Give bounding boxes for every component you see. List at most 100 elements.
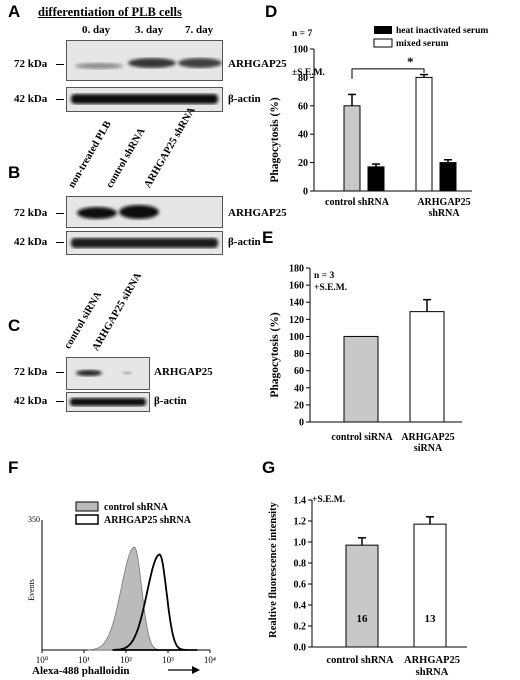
blot-b-actin-bands [71, 238, 218, 248]
legend-swatch-arhgap25 [75, 514, 99, 525]
chart-g-bar-label: 13 [425, 613, 437, 625]
chart-e-ytick-label: 120 [289, 315, 304, 326]
blot-a-lane-2: 3. day [135, 24, 164, 36]
chart-d-bar-mixed [415, 76, 433, 192]
chart-g-xlabel-2a: ARHGAP25 [404, 655, 460, 666]
blot-a-lane-3: 7. day [185, 24, 214, 36]
blot-a-protein-1: ARHGAP25 [228, 58, 287, 70]
chart-d-legend: heat inactivated serum mixed serum [373, 26, 488, 49]
blot-a-title: differentiation of PLB cells [38, 5, 182, 19]
panel-label-g: G [262, 458, 276, 477]
chart-f-xtick-label: 10⁴ [204, 655, 216, 665]
blot-b-actin-strip [66, 231, 223, 255]
blot-b-arhgap25-strip [66, 196, 223, 228]
chart-e-ytick-label: 80 [294, 349, 304, 360]
legend-label-arhgap25: ARHGAP25 shRNA [104, 515, 192, 526]
blot-b-protein-1: ARHGAP25 [228, 207, 287, 219]
blot-c-lane-2: ARHGAP25 siRNA [90, 270, 145, 353]
blot-a-mw-72-dash [56, 64, 64, 65]
chart-e-ytick-label: 60 [294, 366, 304, 377]
chart-f-xlabel: Alexa-488 phalloidin [32, 665, 130, 677]
chart-d-annotation: n = 7 ±S.E.M. [292, 29, 325, 78]
chart-e-xlabel-2b: siRNA [414, 443, 443, 454]
blot-c-arhgap25-strip [66, 357, 150, 390]
chart-f-ylabel: Events [27, 579, 36, 601]
chart-g-ytick-label: 0.0 [294, 643, 307, 654]
legend-label-mixed: mixed serum [396, 39, 449, 49]
blot-c-mw-72: 72 kDa [14, 366, 48, 378]
blot-c-protein-2: β-actin [154, 395, 187, 407]
blot-b-lane-3: ARHGAP25 shRNA [142, 105, 198, 190]
chart-e-ytick-label: 160 [289, 281, 304, 292]
blot-a-protein-2: β-actin [228, 93, 261, 105]
chart-d-ytick-label: 100 [293, 45, 308, 56]
chart-d-xlabel-2b: shRNA [428, 208, 460, 219]
panel-label-f: F [8, 458, 19, 477]
panel-label-a: A [8, 2, 21, 21]
chart-d: 0 20 40 60 80 100 n = 7 ±S.E.M. heat inactivat… [269, 26, 488, 219]
blot-a-arhgap25-strip [66, 40, 223, 81]
panel-label-c: C [8, 316, 21, 335]
blot-c-actin-bands [70, 398, 146, 406]
blot-b-mw-42-dash [56, 242, 64, 243]
panel-label-b: B [8, 163, 21, 182]
chart-g-ytick-label: 1.2 [294, 517, 307, 528]
chart-e-ylabel: Phagocytosis (%) [269, 312, 281, 397]
chart-g-ytick-label: 0.8 [294, 559, 307, 570]
chart-d-ytick-label: 80 [298, 73, 308, 84]
chart-f-xtick-label: 10¹ [78, 655, 90, 665]
chart-d-bar-heat [367, 166, 385, 192]
chart-d-ytick-label: 60 [298, 101, 308, 112]
chart-g-bar [345, 544, 379, 648]
chart-f-arrow-icon [192, 666, 200, 674]
blot-b-lane-2: control shRNA [104, 126, 148, 190]
blot-a-mw-42: 42 kDa [14, 93, 48, 105]
chart-f-xtick-label: 10⁰ [36, 655, 49, 665]
chart-d-bar-mixed [343, 105, 361, 192]
chart-g-ylabel: Realtive fluorescence intensity [268, 501, 279, 637]
chart-g-xlabel-1: control shRNA [326, 655, 394, 666]
blot-b-arhgap25-bands [77, 205, 159, 219]
legend-label-control: control shRNA [104, 502, 169, 513]
blot-a-lane-1: 0. day [82, 24, 111, 36]
blot-b-mw-42: 42 kDa [14, 236, 48, 248]
blot-a-arhgap25-bands [75, 58, 222, 69]
blot-b-protein-2: β-actin [228, 236, 261, 248]
chart-g-bar-label: 16 [357, 613, 369, 625]
chart-e-ytick-label: 0 [299, 418, 304, 429]
blot-c-actin-strip [66, 392, 150, 412]
legend-swatch-mixed [373, 38, 393, 48]
chart-d-ytick-label: 0 [303, 187, 308, 198]
blot-b-mw-72: 72 kDa [14, 207, 48, 219]
blot-c-mw-72-dash [56, 372, 64, 373]
chart-e-annotation: n = 3 +S.E.M. [314, 271, 347, 293]
blot-c-mw-42: 42 kDa [14, 395, 48, 407]
chart-e-ytick-label: 100 [289, 332, 304, 343]
chart-g-ytick-label: 0.2 [294, 622, 307, 633]
chart-f-curve-control [87, 546, 173, 651]
chart-g-ytick-label: 1.4 [294, 496, 307, 507]
chart-d-xlabel-2a: ARHGAP25 [417, 197, 470, 208]
legend-label-heat: heat inactivated serum [396, 26, 488, 36]
chart-e-ytick-label: 180 [289, 264, 304, 275]
chart-e-xlabel-1: control siRNA [331, 432, 393, 443]
chart-g-bar [413, 523, 447, 648]
chart-e-ytick-label: 20 [294, 400, 304, 411]
panel-label-e: E [262, 228, 274, 247]
chart-d-xlabel-1: control shRNA [325, 197, 390, 208]
panel-label-d: D [265, 2, 278, 21]
blot-a-mw-72: 72 kDa [14, 58, 48, 70]
blot-c-protein-1: ARHGAP25 [154, 366, 213, 378]
chart-f: 350 Events 10⁰ 10¹ 10² 10³ 10⁴ control shRNA… [27, 501, 216, 677]
chart-e-xlabel-2a: ARHGAP25 [401, 432, 454, 443]
chart-d-ylabel: Phagocytosis (%) [269, 97, 281, 182]
chart-f-ytop: 350 [28, 515, 40, 524]
chart-d-significance: * [407, 54, 414, 69]
blot-c-arhgap25-bands [76, 370, 132, 376]
chart-d-sig-bracket [351, 68, 425, 79]
chart-g-ytick-label: 0.6 [294, 580, 307, 591]
chart-d-ytick-label: 20 [298, 158, 308, 169]
chart-e: 0 20 40 60 80 100 120 140 160 180 n = 3 +S.E.M. Ph… [269, 264, 462, 454]
legend-swatch-heat [374, 26, 392, 34]
blot-a-actin-bands [71, 94, 218, 104]
